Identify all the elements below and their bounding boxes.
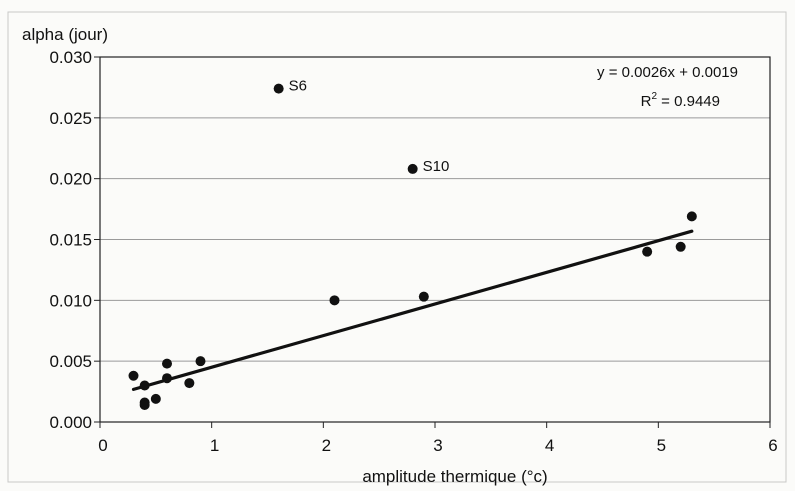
y-tick-label: 0.020 [49,170,92,189]
grid-lines [100,117,770,362]
data-point [642,246,653,257]
y-tick-label: 0.010 [49,291,92,310]
x-tick-label: 1 [210,436,219,455]
x-tick-label: 4 [545,436,554,455]
data-point [329,295,340,306]
chart-outer-border [7,11,787,483]
x-tick-label: 0 [98,436,107,455]
data-point [675,241,686,252]
x-tick-label: 6 [768,436,777,455]
data-point [128,370,139,381]
x-axis-title: amplitude thermique (°c) [362,467,547,486]
data-point [273,83,284,94]
r-squared-prefix: R [641,93,652,110]
trendline [131,229,694,391]
x-axis-ticks: 0 1 2 3 4 5 6 [98,422,778,455]
x-tick-label: 5 [657,436,666,455]
y-tick-label: 0.015 [49,231,92,250]
y-tick-label: 0.025 [49,109,92,128]
y-tick-label: 0.005 [49,352,92,371]
data-point [418,291,429,302]
data-point [139,399,150,410]
data-point [150,393,161,404]
data-point [162,358,172,369]
data-point [162,373,172,384]
data-point [686,211,697,222]
point-labels: S6 S10 [289,78,450,175]
x-tick-label: 2 [322,436,331,455]
r-squared-value: = 0.9449 [657,93,720,110]
data-point [139,380,150,391]
trendline-equation: y = 0.0026x + 0.0019 [597,64,738,81]
data-point [407,163,418,174]
x-tick-label: 3 [433,436,442,455]
point-label: S10 [423,158,450,175]
r-squared-label: R2 = 0.9449 [641,91,720,110]
y-axis-ticks: 0.000 0.005 0.010 0.015 0.020 0.025 0.030 [49,48,100,432]
y-tick-label: 0.000 [49,413,92,432]
data-points [128,83,697,410]
r-squared-exponent: 2 [651,91,657,102]
point-label: S6 [289,78,307,95]
data-point [195,356,206,367]
y-tick-label: 0.030 [49,48,92,67]
y-axis-title: alpha (jour) [22,25,108,44]
data-point [184,378,195,389]
